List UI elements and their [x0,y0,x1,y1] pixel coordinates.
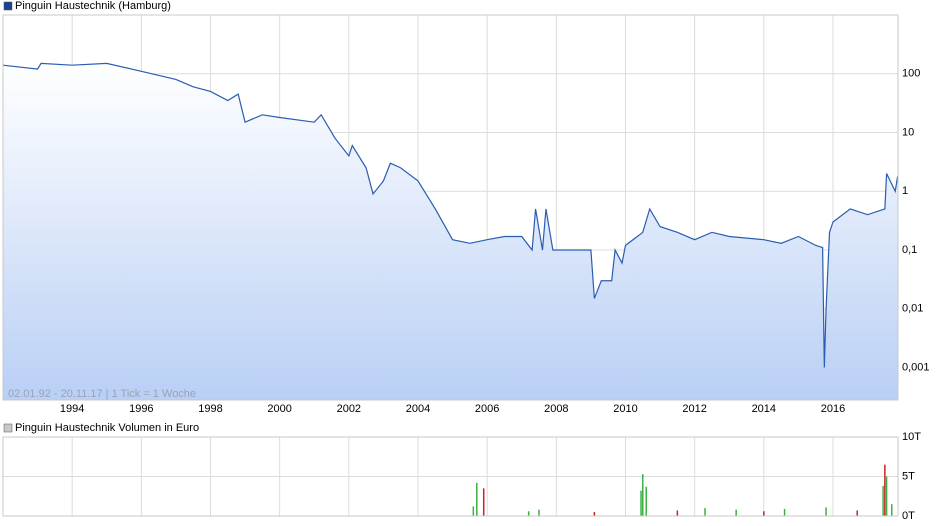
y-tick-label: 10T [902,431,921,443]
volume-bar [882,485,884,516]
volume-bar [676,510,679,516]
x-tick-label: 1994 [60,403,84,415]
volume-bar [884,464,886,516]
volume-bar [642,474,644,516]
volume-bar [735,509,737,516]
volume-bar [527,511,530,516]
x-tick-label: 1996 [129,403,153,415]
annotation: 02.01.92 - 20.11.17 | 1 Tick = 1 Woche [8,388,196,400]
plot-frame [2,14,899,401]
y-tick-label: 0,01 [902,303,923,315]
y-tick-label: 5T [902,470,915,482]
y-tick-label: 10 [902,126,914,138]
volume-bar [593,512,596,516]
y-tick-label: 0T [902,510,915,522]
volume-bar [704,508,706,516]
volume-bar [825,507,827,516]
x-tick-label: 1998 [198,403,222,415]
price-area [3,63,898,400]
x-tick-label: 2004 [406,403,430,415]
volume-bar [783,508,786,516]
y-tick-label: 100 [902,68,920,80]
y-tick-label: 1 [902,185,908,197]
x-tick-label: 2006 [475,403,499,415]
volume-bar [885,476,888,516]
x-tick-label: 2016 [821,403,845,415]
x-tick-label: 2014 [752,403,776,415]
volume-bar [645,486,647,516]
volume-bar [640,490,642,516]
x-tick-label: 2010 [613,403,637,415]
volume-bar [763,511,765,516]
volume-bar [891,504,893,516]
y-tick-label: 0,001 [902,361,930,373]
plot-frame [2,436,899,517]
legend-label: Pinguin Haustechnik (Hamburg) [15,0,171,12]
x-tick-label: 2000 [267,403,291,415]
volume-bar [476,482,478,516]
volume-bar [482,488,485,516]
x-tick-label: 2012 [682,403,706,415]
legend-marker [3,1,13,11]
price-line [2,62,899,368]
legend-marker [3,423,13,433]
volume-bar [538,509,540,516]
volume-bar [856,510,858,516]
legend-label: Pinguin Haustechnik Volumen in Euro [15,422,199,434]
x-tick-label: 2008 [544,403,568,415]
x-tick-label: 2002 [337,403,361,415]
volume-bar [472,506,475,516]
y-tick-label: 0,1 [902,244,917,256]
